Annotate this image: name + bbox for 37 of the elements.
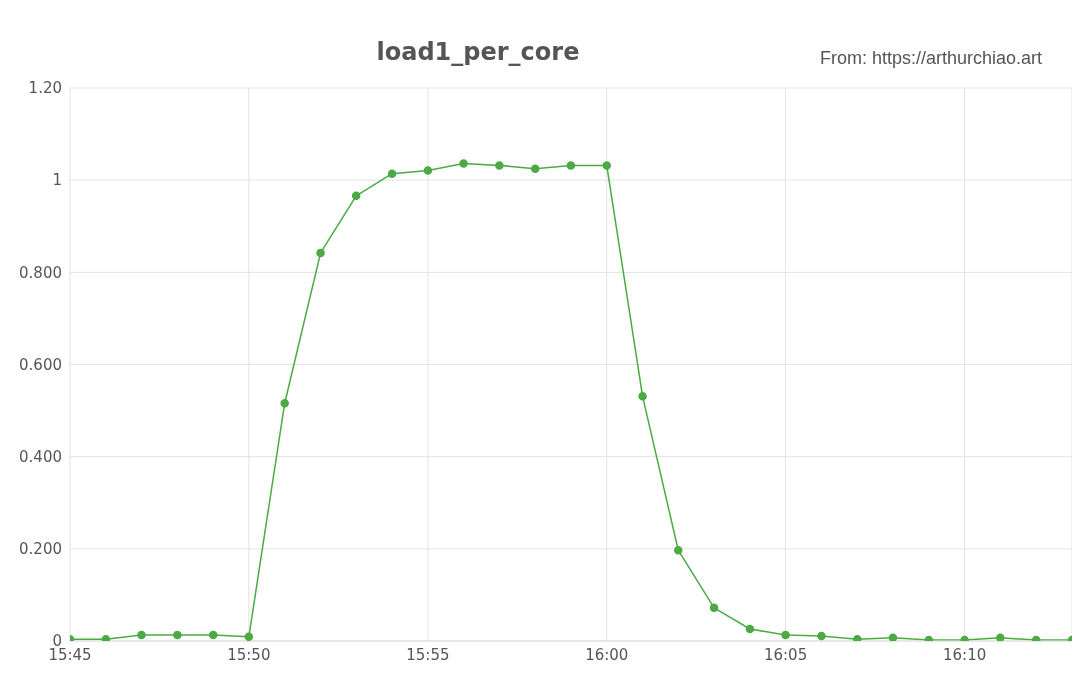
point [244,632,254,641]
point [709,603,719,613]
x-tick-label: 15:55 [406,645,450,664]
y-tick-label: 0.200 [19,540,62,559]
point [137,630,146,640]
point [781,630,790,640]
point [173,630,182,640]
point [423,166,433,175]
point [745,624,755,634]
point [853,634,862,641]
x-tick-label: 16:10 [943,645,987,664]
y-tick-label: 1 [52,171,62,190]
point [602,161,611,170]
point [888,633,898,641]
point [280,398,289,408]
text: From: https://arthurchiao.art [819,48,1042,69]
point [316,248,325,258]
point [101,634,111,641]
point [531,164,540,173]
point [638,392,647,401]
y-tick-label: 0.600 [19,355,62,374]
chart-title: load1_per_core [376,38,580,66]
point [495,161,504,170]
point [351,191,361,201]
point [387,169,397,178]
x-tick-label: 16:00 [585,645,629,664]
point [817,631,826,641]
y-tick-label: 0.800 [19,263,62,282]
point [673,545,683,555]
x-tick-label: 15:50 [227,645,271,664]
y-tick-label: 1.20 [28,79,62,98]
point [566,161,576,170]
point [208,630,218,640]
x-tick-label: 16:05 [763,645,808,664]
y-tick-label: 0.400 [19,447,62,466]
point [996,633,1005,641]
point [459,159,468,168]
